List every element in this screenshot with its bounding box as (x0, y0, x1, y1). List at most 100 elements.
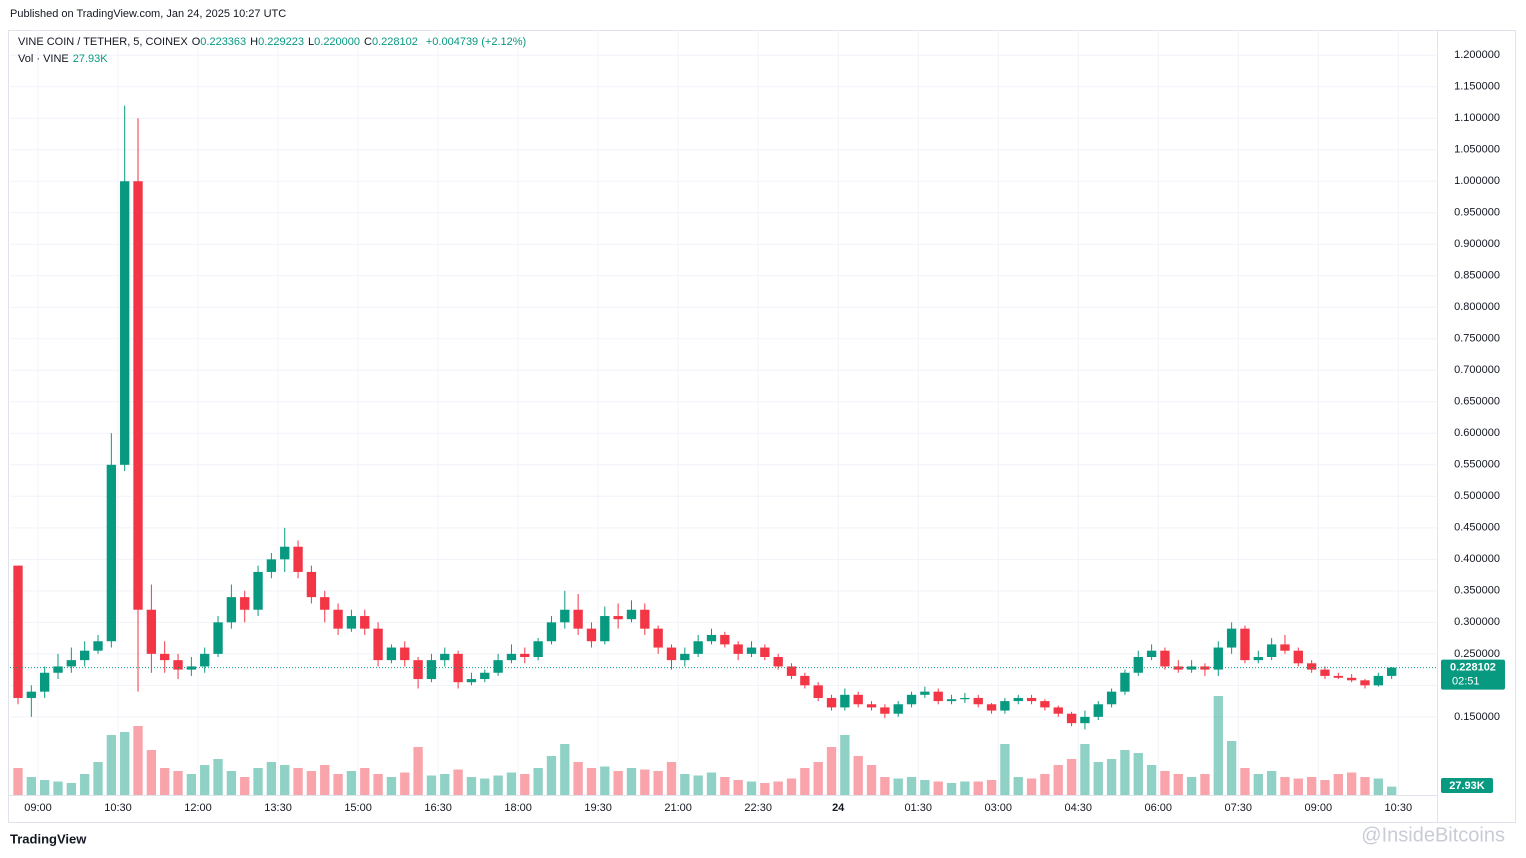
volume-bar (280, 765, 290, 795)
x-tick-label: 04:30 (1064, 802, 1092, 814)
volume-bar (1346, 772, 1357, 795)
volume-bar (653, 771, 663, 795)
candle-body (946, 699, 957, 702)
volume-bar (1253, 774, 1263, 795)
candle-body (986, 704, 997, 711)
y-tick-label: 0.650000 (1454, 396, 1500, 408)
candle-body (53, 666, 63, 673)
volume-bar (386, 777, 397, 795)
candle-body (1360, 680, 1370, 686)
y-tick-label: 0.550000 (1454, 459, 1500, 471)
y-tick-label: 0.850000 (1454, 270, 1500, 282)
volume-bar (1266, 771, 1277, 795)
candle-body (1146, 650, 1157, 657)
volume-bar (306, 771, 317, 795)
x-tick-label: 15:00 (344, 802, 372, 814)
volume-pane (13, 696, 1397, 795)
candle-body (1293, 650, 1303, 664)
candle-body (666, 647, 677, 661)
ohlc-letter: L (308, 36, 315, 48)
volume-legend: Vol · VINE (18, 53, 69, 65)
volume-bar (960, 781, 970, 795)
volume-bar (1120, 750, 1130, 795)
volume-bar (93, 762, 103, 795)
candle-body (573, 609, 583, 629)
candle-body (1266, 644, 1277, 657)
y-tick-label: 0.250000 (1454, 648, 1500, 660)
candle-body (1320, 669, 1330, 676)
volume-bar (1360, 777, 1370, 795)
candle-body (533, 641, 543, 657)
volume-bar (13, 768, 23, 795)
volume-bar (986, 780, 997, 795)
volume-bar (1133, 753, 1143, 795)
candle-body (866, 704, 877, 708)
y-tick-label: 0.750000 (1454, 333, 1500, 345)
y-tick-label: 0.950000 (1454, 207, 1500, 219)
y-tick-label: 0.800000 (1454, 301, 1500, 313)
candle-body (360, 616, 370, 629)
y-tick-label: 0.500000 (1454, 490, 1500, 502)
candle-body (1026, 697, 1037, 702)
volume-bar (253, 768, 263, 795)
x-tick-label: 10:30 (104, 802, 132, 814)
volume-bar (1240, 768, 1250, 795)
candle-body (120, 181, 130, 465)
y-tick-label: 0.400000 (1454, 553, 1500, 565)
volume-bar (360, 768, 370, 795)
candle-body (306, 571, 317, 598)
volume-bar (1106, 759, 1117, 795)
volume-bar (173, 771, 183, 795)
volume-bar (720, 777, 730, 795)
candle-body (1386, 667, 1397, 676)
volume-bar (186, 774, 197, 795)
candle-body (826, 697, 837, 708)
candle-body (1106, 691, 1117, 705)
candle-body (1080, 716, 1090, 724)
volume-bar (666, 762, 677, 795)
volume-bar (453, 769, 463, 795)
candle-body (1346, 677, 1357, 681)
y-tick-label: 0.700000 (1454, 364, 1500, 376)
ohlc-value: 0.220000 (314, 36, 361, 48)
candle-body (613, 616, 623, 620)
candle-body (200, 653, 210, 667)
volume-bar (586, 768, 597, 795)
y-tick-label: 0.900000 (1454, 238, 1500, 250)
ohlc-letter: O (191, 36, 201, 48)
candle-body (1333, 675, 1343, 678)
candle-body (133, 181, 143, 610)
last-price-box (1441, 659, 1505, 690)
volume-bar (640, 769, 650, 795)
volume-bar (760, 783, 770, 795)
candle-body (973, 697, 983, 705)
candle-body (1120, 672, 1130, 692)
candle-body (160, 653, 170, 661)
candle-body (853, 694, 863, 705)
change: +0.004739 (+2.12%) (425, 36, 527, 48)
candle-body (1013, 697, 1023, 702)
volume-bar (440, 774, 450, 795)
candle-body (266, 559, 277, 572)
candle-body (746, 647, 757, 654)
candle-body (373, 628, 383, 661)
candle-body (800, 675, 810, 686)
chart-frame (8, 30, 1516, 823)
y-tick-label: 1.100000 (1454, 112, 1500, 124)
y-tick-label: 1.050000 (1454, 144, 1500, 156)
x-tick-label: 03:00 (984, 802, 1012, 814)
volume-bar (133, 726, 143, 795)
candle-body (293, 546, 303, 572)
candle-body (626, 609, 637, 620)
volume-bar (866, 765, 877, 795)
volume-bar (160, 768, 170, 795)
x-tick-label: 09:00 (1305, 802, 1333, 814)
last-price-label: 0.228102 (1450, 662, 1496, 674)
volume-bar (813, 762, 823, 795)
volume-bar (413, 747, 423, 795)
candle-body (760, 647, 770, 657)
candle-body (493, 660, 503, 673)
candle-body (40, 672, 50, 692)
y-tick-label: 0.350000 (1454, 585, 1500, 597)
volume-bar (1333, 774, 1343, 795)
